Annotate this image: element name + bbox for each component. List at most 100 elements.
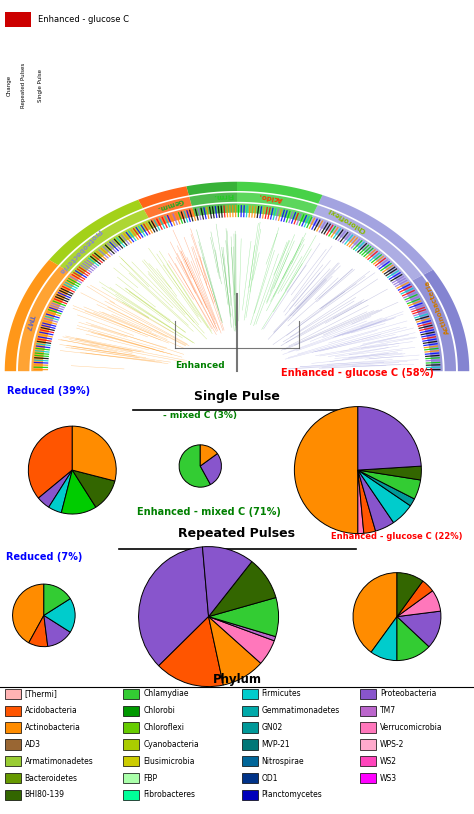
Polygon shape (138, 186, 189, 208)
Bar (5, 706, 21, 716)
Text: Repeated Pulses: Repeated Pulses (21, 63, 26, 107)
Wedge shape (358, 470, 364, 534)
Bar (123, 739, 139, 750)
Bar (5, 739, 21, 750)
Bar (242, 739, 258, 750)
Text: Fibrobacteres: Fibrobacteres (143, 790, 195, 799)
Wedge shape (209, 617, 274, 663)
Wedge shape (397, 617, 429, 661)
Text: Enhanced - glucose C (22%): Enhanced - glucose C (22%) (331, 532, 463, 540)
Wedge shape (61, 470, 96, 514)
Polygon shape (309, 215, 410, 287)
Wedge shape (294, 406, 358, 534)
Text: Proteobacteria: Proteobacteria (380, 689, 437, 698)
Polygon shape (237, 193, 318, 214)
Polygon shape (319, 195, 433, 274)
Text: MVP-21: MVP-21 (262, 740, 290, 749)
Wedge shape (200, 453, 221, 484)
Wedge shape (353, 573, 397, 652)
Text: TM7: TM7 (25, 313, 35, 331)
Bar (242, 689, 258, 699)
Polygon shape (31, 273, 80, 371)
Bar (123, 723, 139, 733)
Bar (360, 689, 376, 699)
Text: Elusimicrobia: Elusimicrobia (143, 757, 195, 766)
Bar (360, 723, 376, 733)
Text: - mixed C (3%): - mixed C (3%) (163, 411, 237, 420)
Polygon shape (49, 199, 143, 265)
Polygon shape (60, 209, 149, 272)
Polygon shape (186, 182, 237, 195)
Text: Gemmatimonadetes: Gemmatimonadetes (262, 707, 340, 716)
Text: Reduced (39%): Reduced (39%) (7, 386, 90, 396)
Text: GN02: GN02 (262, 723, 283, 732)
Wedge shape (38, 470, 72, 507)
Polygon shape (412, 275, 456, 371)
Polygon shape (144, 197, 191, 218)
Text: Acido.: Acido. (258, 193, 283, 203)
Bar (123, 689, 139, 699)
Wedge shape (358, 466, 421, 480)
Wedge shape (397, 611, 441, 646)
Wedge shape (397, 581, 433, 617)
Bar (123, 790, 139, 800)
Wedge shape (209, 562, 276, 617)
Text: Verrucomicrobia: Verrucomicrobia (380, 723, 443, 732)
Text: WPS-2: WPS-2 (380, 740, 404, 749)
Wedge shape (138, 547, 209, 666)
Polygon shape (18, 266, 69, 371)
Bar (5, 723, 21, 733)
Text: Enhanced - mixed C (71%): Enhanced - mixed C (71%) (137, 506, 281, 517)
Bar (5, 689, 21, 699)
Text: Armatimonadetes: Armatimonadetes (25, 757, 93, 766)
Wedge shape (358, 470, 414, 505)
Wedge shape (209, 617, 276, 641)
Text: Firmicutes: Firmicutes (262, 689, 301, 698)
Text: Phylum: Phylum (212, 673, 262, 686)
Polygon shape (192, 204, 237, 217)
Text: Enhanced: Enhanced (175, 361, 225, 370)
Wedge shape (44, 598, 75, 632)
Polygon shape (71, 219, 154, 278)
Polygon shape (189, 193, 237, 206)
Bar (123, 773, 139, 783)
Bar (5, 773, 21, 783)
Text: Actinobacteria: Actinobacteria (424, 278, 451, 335)
Bar (242, 723, 258, 733)
Wedge shape (397, 573, 423, 617)
Text: AD3: AD3 (25, 740, 41, 749)
Text: OD1: OD1 (262, 773, 278, 782)
Wedge shape (371, 617, 397, 661)
Wedge shape (358, 470, 393, 531)
Wedge shape (358, 470, 420, 499)
Polygon shape (149, 208, 195, 228)
Wedge shape (358, 470, 410, 523)
Wedge shape (29, 615, 48, 646)
Text: FBP: FBP (143, 773, 157, 782)
Text: Actinobacteria: Actinobacteria (25, 723, 81, 732)
Polygon shape (237, 182, 322, 204)
Polygon shape (5, 260, 58, 371)
Text: Chlorobi: Chlorobi (143, 707, 175, 716)
Text: Planctomycetes: Planctomycetes (262, 790, 322, 799)
Polygon shape (401, 282, 443, 371)
Bar (242, 790, 258, 800)
Text: Reduced (7%): Reduced (7%) (6, 552, 82, 562)
Wedge shape (397, 591, 441, 617)
Text: Change: Change (7, 75, 12, 95)
Bar (123, 756, 139, 767)
Wedge shape (28, 427, 72, 498)
Bar (360, 706, 376, 716)
Wedge shape (44, 615, 70, 646)
Wedge shape (49, 470, 72, 513)
Bar (242, 706, 258, 716)
Text: Repeated Pulses: Repeated Pulses (179, 527, 295, 540)
Text: Single Pulse: Single Pulse (38, 68, 43, 102)
Text: WS2: WS2 (380, 757, 397, 766)
Text: Gemm.: Gemm. (156, 197, 184, 211)
Bar (242, 773, 258, 783)
Text: Chlamydiae: Chlamydiae (143, 689, 189, 698)
Bar (360, 773, 376, 783)
Text: Enhanced - glucose C (58%): Enhanced - glucose C (58%) (282, 368, 434, 379)
Bar (5, 11, 31, 27)
